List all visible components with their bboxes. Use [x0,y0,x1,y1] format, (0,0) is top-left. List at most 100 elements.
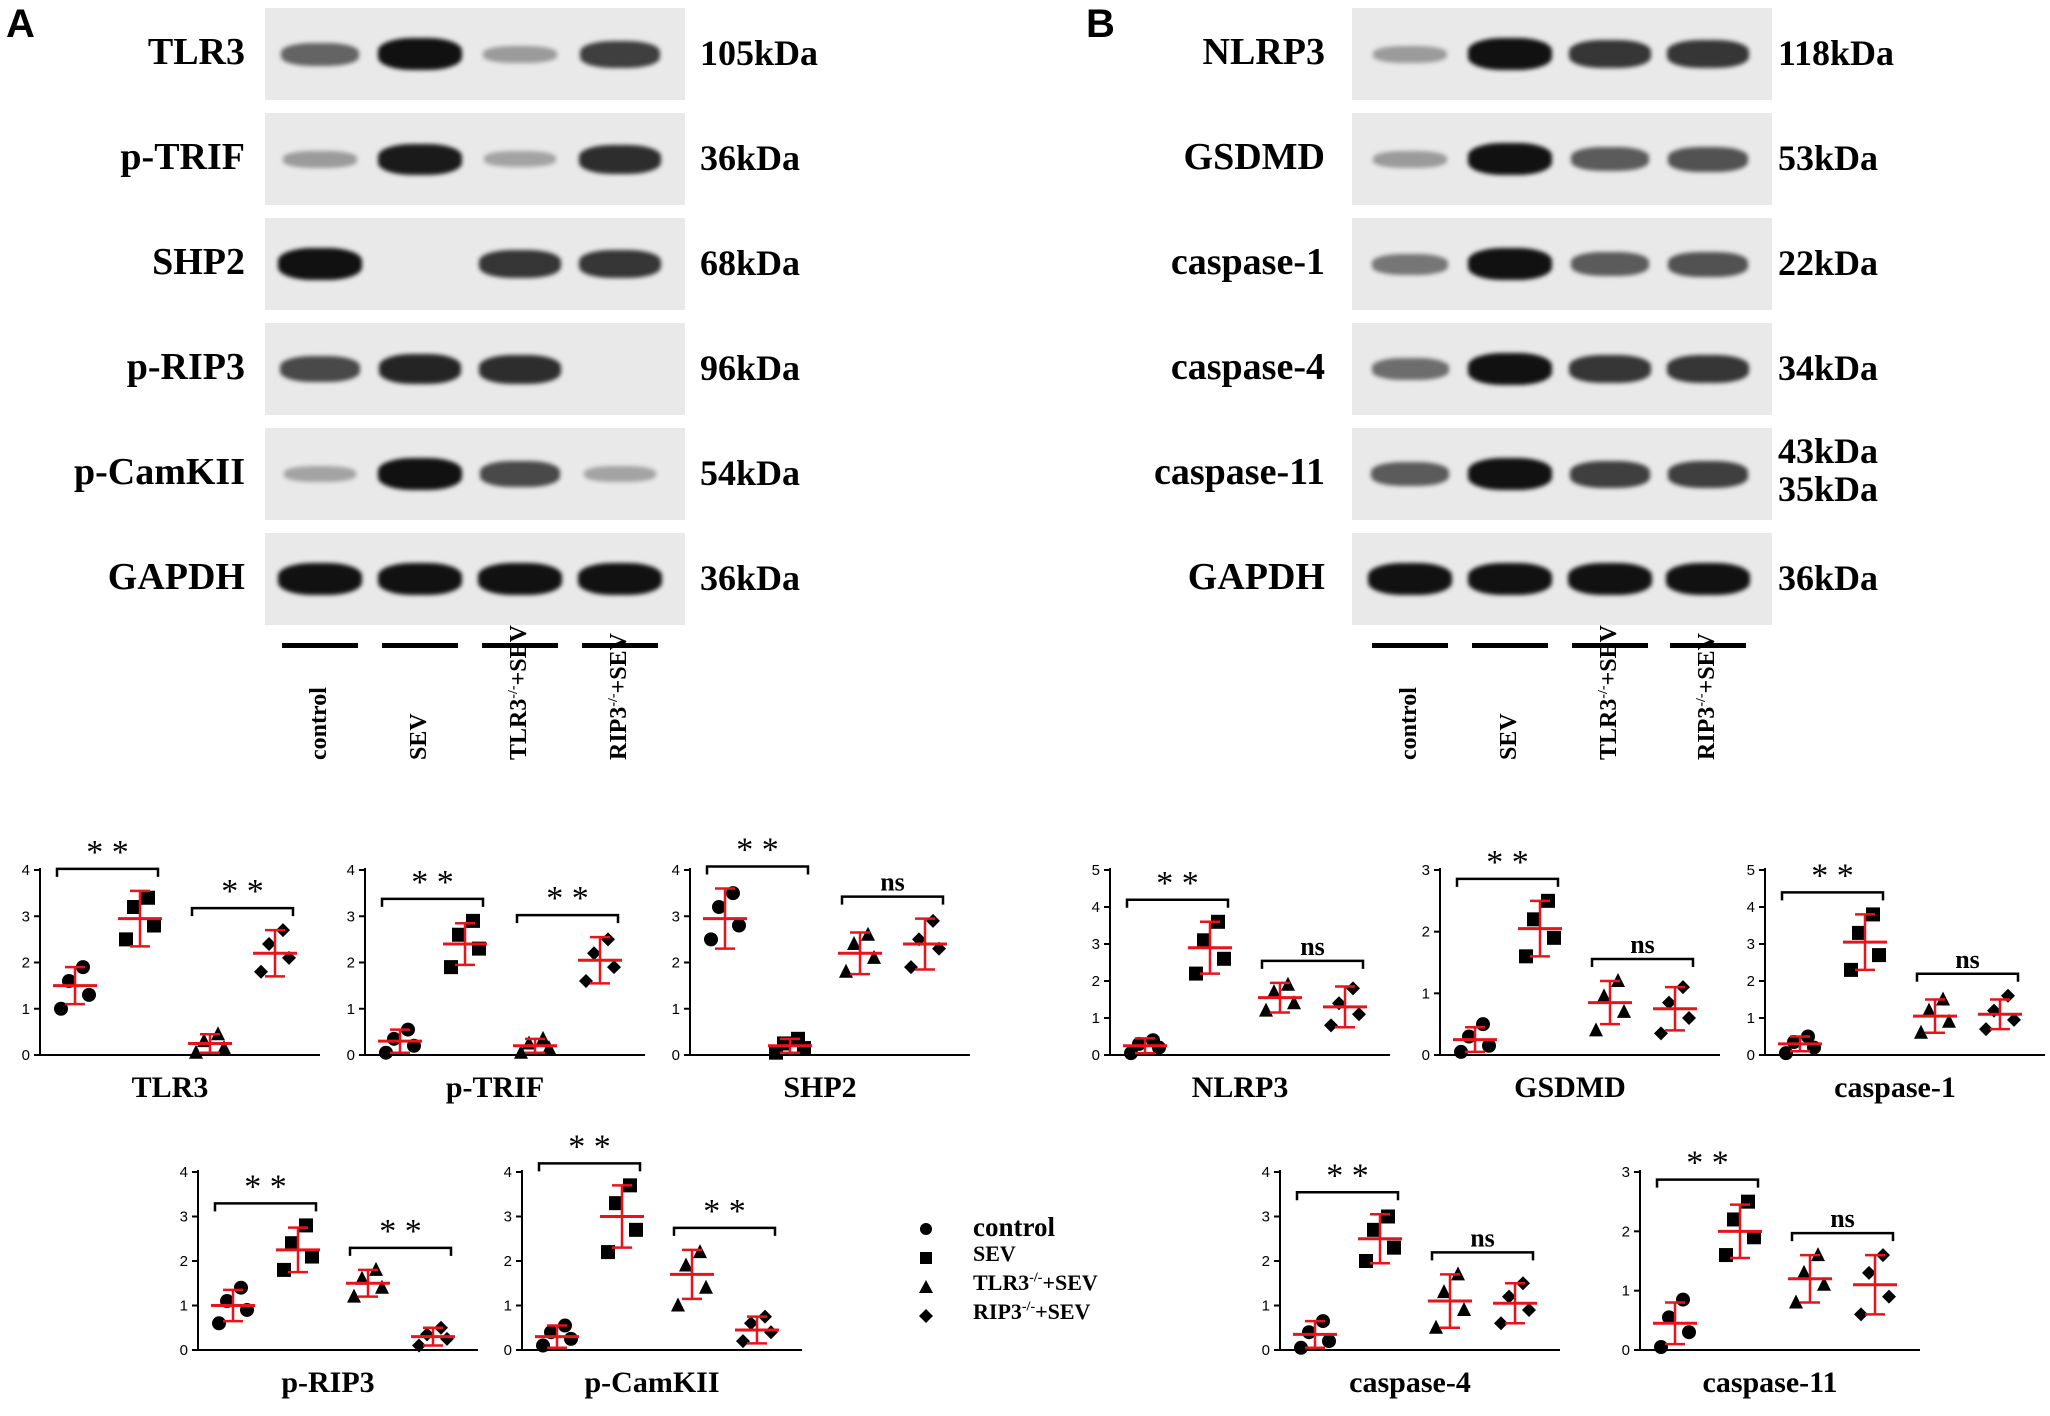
legend-label-name: TLR3 [973,1270,1030,1295]
x-axis-label: NLRP3 [1192,1071,1289,1104]
significance-bracket [1655,1178,1760,1188]
blot-row-label: p-CamKII [73,451,245,493]
data-point [1197,933,1211,948]
panel-b-letter: B [1086,2,1115,46]
blot-row-label: GAPDH [107,556,245,598]
protein-band [378,38,462,70]
data-point [299,1218,313,1233]
significance-label: * * [1486,844,1529,881]
blot-kda-label: 36kDa [700,558,801,598]
blot-row-label: caspase-4 [1170,346,1325,388]
protein-band [1468,38,1552,70]
y-tick-label: 1 [1747,1010,1755,1027]
protein-band [1368,563,1452,595]
data-point [262,937,276,951]
lane-bar [282,643,358,648]
blot-row-label: caspase-11 [1154,451,1325,493]
y-tick-label: 3 [347,908,355,925]
y-tick-label: 0 [1092,1047,1100,1064]
significance-label: * * [568,1128,611,1165]
data-point [1259,1002,1273,1017]
y-tick-label: 3 [1092,936,1100,953]
data-point [1854,1307,1868,1322]
y-tick-label: 4 [1092,899,1100,916]
blot-strip [1352,533,1772,625]
protein-band [283,150,357,168]
y-tick-label: 3 [504,1209,512,1226]
significance-label: * * [221,873,264,910]
panel-a-letter: A [6,2,35,46]
triangle-legend-marker-icon [919,1280,933,1293]
data-point [2007,1012,2021,1027]
blot-kda-label: 36kDa [700,138,801,178]
data-point [1797,1264,1811,1279]
legend-label-suffix: +SEV [1035,1299,1091,1324]
y-tick-label: 2 [672,955,680,972]
lane-bar [1472,643,1548,648]
protein-band [281,42,359,66]
protein-band [278,248,362,280]
y-tick-label: 3 [180,1209,188,1226]
blot-strip [265,428,685,520]
legend-label: TLR3-/-+SEV [973,1270,1098,1296]
significance-label: * * [411,864,454,901]
significance-bracket [348,1246,453,1256]
legend-label-name: RIP3 [973,1299,1022,1324]
protein-band [1666,563,1750,595]
y-tick-label: 3 [1422,862,1430,879]
data-point [54,1001,68,1016]
data-point [601,932,615,947]
data-point [1789,1294,1803,1309]
data-point [141,890,155,905]
significance-bracket [1780,891,1885,901]
y-tick-label: 2 [22,955,30,972]
x-axis-label: p-TRIF [446,1071,544,1104]
y-tick-label: 5 [1092,862,1100,879]
x-axis-label: p-CamKII [584,1366,719,1399]
protein-band [1668,146,1748,172]
legend-label-superscript: -/- [1029,1270,1043,1286]
lane-bar [482,643,558,648]
data-point [1979,1022,1993,1037]
data-point [1597,988,1611,1003]
blot-kda-label: 118kDa [1778,33,1895,73]
y-tick-label: 0 [1422,1047,1430,1064]
y-tick-label: 1 [672,1001,680,1018]
significance-label: ns [1955,945,1980,974]
data-point [732,918,746,933]
significance-bracket [1430,1251,1535,1261]
data-point [305,1249,319,1264]
blot-strip [1352,428,1772,520]
data-point [1779,1046,1793,1061]
y-tick-label: 1 [1622,1283,1630,1300]
y-tick-label: 3 [672,908,680,925]
data-point [1387,1240,1401,1255]
protein-band [378,143,462,175]
protein-band [378,563,462,595]
blot-kda-label: 34kDa [1778,348,1879,388]
data-point [587,946,601,961]
data-point [412,1338,426,1353]
x-axis-label: SHP2 [783,1071,856,1104]
protein-band [479,354,561,384]
protein-band [1569,40,1651,68]
significance-bracket [380,897,485,907]
data-point [839,963,853,978]
y-tick-label: 0 [347,1047,355,1064]
significance-bracket [1455,877,1560,887]
y-tick-label: 5 [1747,862,1755,879]
data-point [82,987,96,1002]
y-tick-label: 2 [504,1253,512,1270]
protein-band [1667,460,1749,488]
data-point [466,913,480,928]
data-point [1457,1301,1471,1316]
blot-row-label: p-TRIF [120,136,245,178]
protein-band [579,250,661,278]
data-point [254,964,268,979]
blot-kda-label: 22kDa [1778,243,1879,283]
data-point [1719,1248,1733,1263]
blot-kda-label: 68kDa [700,243,801,283]
protein-band [1370,462,1450,486]
y-tick-label: 4 [22,862,30,879]
y-tick-label: 2 [1422,924,1430,941]
